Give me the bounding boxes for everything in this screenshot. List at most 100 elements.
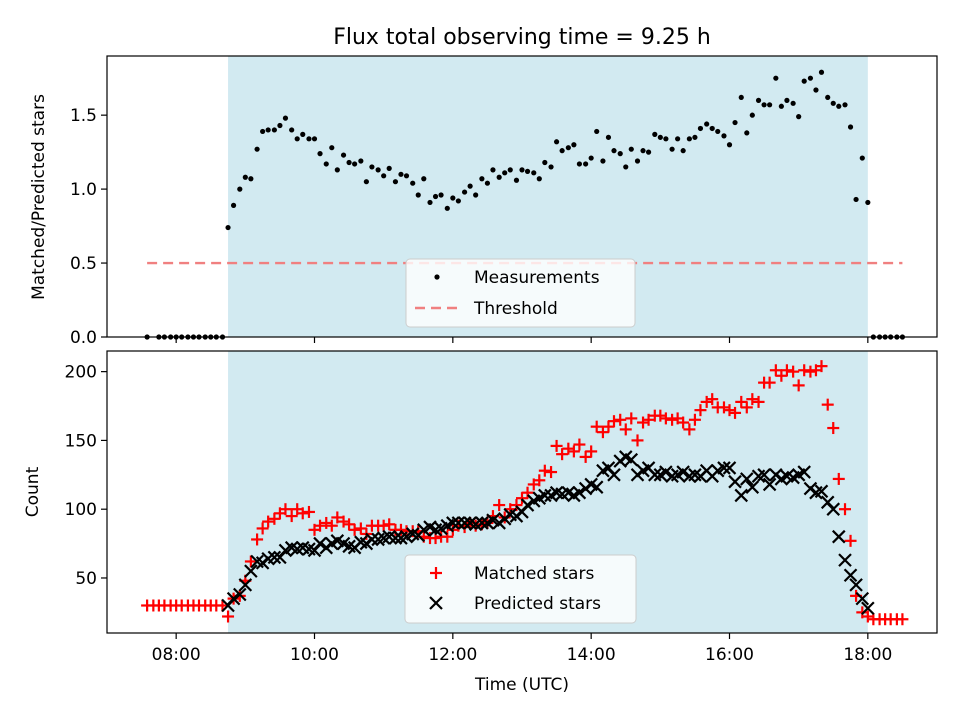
bottom-x-axis: 08:00 10:00 12:00 14:00 16:00 18:00 xyxy=(152,633,892,665)
bottom-legend-box xyxy=(404,554,637,624)
measurement-point xyxy=(536,176,542,182)
predicted-star-point xyxy=(226,591,241,606)
predicted-star-point xyxy=(717,461,731,475)
top-x-axis xyxy=(175,337,869,343)
predicted-star-point xyxy=(538,488,552,503)
matched-star-point xyxy=(637,416,650,429)
matched-star-point xyxy=(619,423,632,436)
measurement-point xyxy=(847,124,854,130)
measurement-point xyxy=(588,155,594,161)
measurement-point xyxy=(484,180,491,186)
y-tick-label: 50 xyxy=(75,569,97,589)
measurement-point xyxy=(663,136,669,142)
predicted-star-point xyxy=(572,485,587,500)
matched-star-point xyxy=(614,413,627,426)
predicted-star-point xyxy=(233,587,247,602)
matched-star-point xyxy=(804,365,817,378)
matched-star-point xyxy=(279,503,292,516)
measurement-point xyxy=(502,170,508,176)
predicted-star-point xyxy=(826,502,841,516)
y-tick-label: 1.0 xyxy=(70,180,97,200)
measurement-point xyxy=(553,139,560,145)
legend-threshold-label: Threshold xyxy=(473,299,558,319)
measurement-point xyxy=(300,131,306,137)
top-y-axis-label: Matched/Predicted stars xyxy=(29,94,49,300)
measurement-point xyxy=(617,151,623,157)
measurement-point xyxy=(600,158,606,164)
measurement-point xyxy=(859,155,865,161)
measurement-point xyxy=(381,173,387,179)
measurement-point xyxy=(790,100,796,106)
matched-star-point xyxy=(268,512,281,525)
measurement-point xyxy=(767,102,773,108)
matched-star-point xyxy=(325,519,338,532)
measurement-point xyxy=(248,176,254,182)
matched-star-point xyxy=(320,516,333,529)
matched-star-point xyxy=(521,486,534,499)
measurement-point xyxy=(479,176,485,182)
measurement-point xyxy=(277,122,283,129)
matched-star-point xyxy=(590,420,603,433)
measurement-point xyxy=(490,167,496,173)
legend-measurements-marker xyxy=(434,274,440,280)
measurement-point xyxy=(392,179,399,185)
matched-star-point xyxy=(821,398,834,411)
matched-star-point xyxy=(677,416,690,429)
predicted-star-point xyxy=(648,468,662,482)
measurement-point xyxy=(519,167,525,173)
measurement-point xyxy=(692,134,698,140)
y-tick-label: 0.5 xyxy=(70,254,97,274)
measurement-point xyxy=(778,103,784,109)
measurement-point xyxy=(230,202,237,208)
predicted-star-point xyxy=(244,564,258,578)
predicted-star-point xyxy=(520,498,535,512)
measurement-point xyxy=(358,158,364,164)
matched-star-point xyxy=(815,360,828,373)
measurement-point xyxy=(721,133,727,139)
measurement-point xyxy=(761,102,767,108)
y-tick-label: 150 xyxy=(65,431,97,451)
measurement-point xyxy=(398,171,404,177)
measurement-point xyxy=(352,161,358,167)
predicted-star-point xyxy=(728,474,742,489)
matched-star-point xyxy=(832,472,845,485)
matched-star-point xyxy=(337,515,350,528)
matched-star-point xyxy=(567,445,580,458)
matched-star-point xyxy=(441,530,454,543)
measurement-point xyxy=(461,189,468,195)
measurement-point xyxy=(289,127,295,133)
matched-star-point xyxy=(538,464,551,477)
measurement-point xyxy=(363,179,369,185)
measurement-point xyxy=(317,151,323,157)
measurement-point xyxy=(726,142,733,148)
y-tick-label: 0.0 xyxy=(70,328,97,348)
predicted-star-point xyxy=(757,468,771,482)
top-panel: Flux total observing time = 9.25 h 0.00.… xyxy=(29,25,938,348)
measurement-point xyxy=(749,112,755,118)
measurement-point xyxy=(432,193,439,200)
x-tick-label: 10:00 xyxy=(290,645,339,665)
predicted-star-point xyxy=(843,568,858,583)
measurement-point xyxy=(773,75,779,81)
measurement-point xyxy=(438,192,444,198)
predicted-star-point xyxy=(365,532,379,547)
measurement-point xyxy=(531,170,537,176)
predicted-star-point xyxy=(238,578,253,592)
matched-star-point xyxy=(642,413,655,426)
measurement-point xyxy=(594,128,600,135)
matched-star-point xyxy=(533,474,546,487)
matched-star-point xyxy=(302,505,315,518)
measurement-point xyxy=(576,161,583,167)
measurement-point xyxy=(755,97,762,103)
measurement-point xyxy=(306,136,312,142)
y-tick-label: 100 xyxy=(65,500,97,520)
matched-star-point xyxy=(763,376,776,389)
matched-star-point xyxy=(602,420,615,433)
measurement-point xyxy=(329,145,335,151)
x-tick-label: 16:00 xyxy=(705,645,754,665)
measurement-point xyxy=(444,205,450,211)
predicted-star-point xyxy=(589,480,604,494)
measurement-point xyxy=(375,167,381,173)
measurement-point xyxy=(583,161,589,167)
measurement-point xyxy=(652,131,658,137)
